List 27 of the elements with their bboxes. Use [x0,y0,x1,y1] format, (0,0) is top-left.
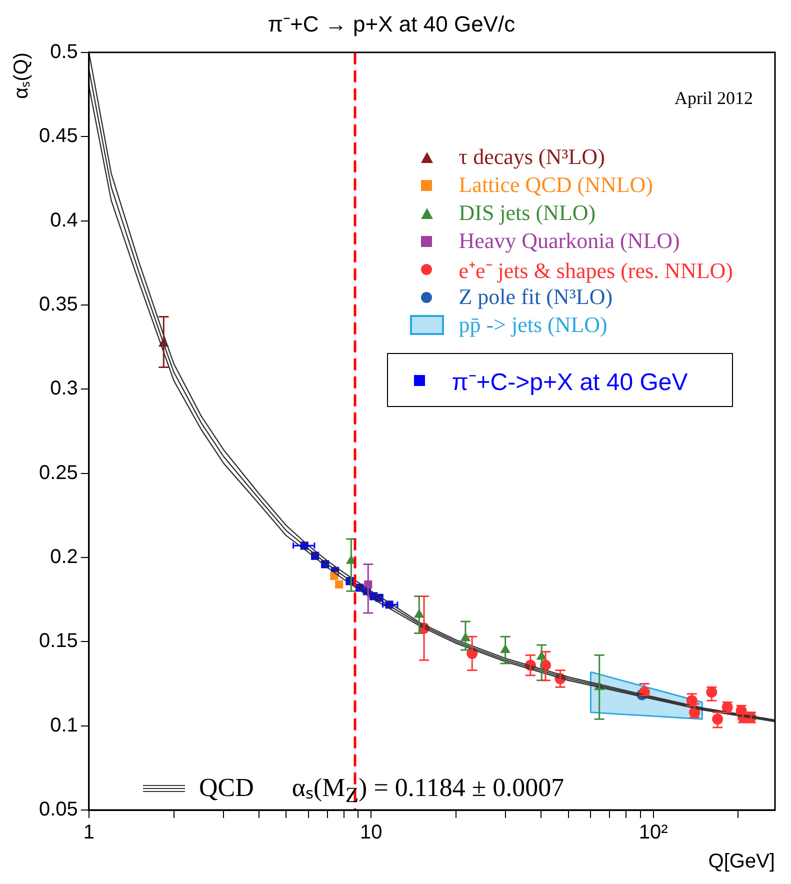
x-axis-title: Q[GeV] [708,850,775,873]
x-tick-label: 10 [360,822,382,844]
legend-label: π⁻+C->p+X at 40 GeV [452,368,688,396]
y-axis-title: αₛ(Q) [10,52,33,99]
legend-label: pp̄ -> jets (NLO) [458,312,608,338]
legend-label: e⁺e⁻ jets & shapes (res. NNLO) [458,257,733,284]
y-tick-label: 0.1 [50,714,78,736]
y-tick-label: 0.05 [38,798,78,821]
y-tick-label: 0.35 [38,293,78,316]
y-tick-label: 0.5 [50,40,78,63]
y-tick-label: 0.2 [50,546,78,568]
y-tick-label: 0.4 [50,209,78,232]
legend-label: τ decays (N³LO) [458,144,605,170]
legend-frame: π⁻+C->p+X at 40 GeV [386,353,733,407]
annotation: QCD [199,773,254,804]
x-tick-label: 10² [638,822,668,844]
y-tick-label: 0.45 [38,125,78,148]
legend-label: Heavy Quarkonia (NLO) [458,228,680,254]
y-tick-label: 0.3 [50,378,78,400]
legend-label: DIS jets (NLO) [458,200,596,226]
y-tick-label: 0.15 [38,630,78,652]
legend-label: Z pole fit (N³LO) [458,284,613,310]
chart-title: π⁻+C → p+X at 40 GeV/c [268,11,516,36]
annotation: April 2012 [674,88,753,109]
x-tick-label: 1 [83,822,94,844]
y-tick-label: 0.25 [38,462,78,484]
legend-label: Lattice QCD (NNLO) [458,172,654,198]
